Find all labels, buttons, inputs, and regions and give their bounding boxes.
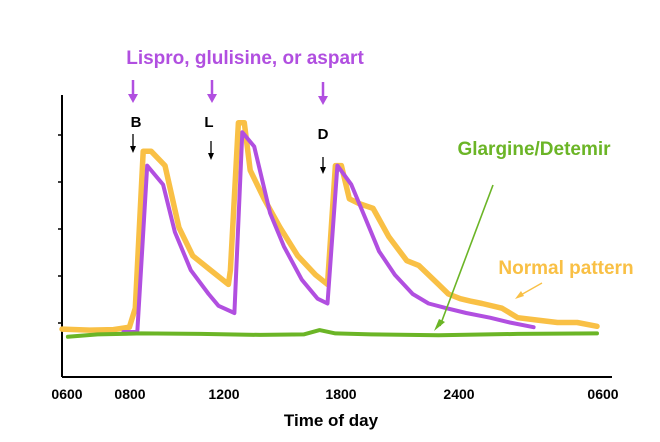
basal-label: Glargine/Detemir (457, 139, 611, 160)
x-tick-label: 2400 (443, 386, 474, 402)
normal-pattern-label: Normal pattern (498, 258, 633, 279)
series-layer (59, 120, 600, 339)
normal-pattern-pointer (515, 282, 543, 299)
x-tick-label: 1800 (325, 386, 356, 402)
lunch-insulin-arrowhead (207, 94, 217, 103)
x-tick-label: 1200 (208, 386, 239, 402)
x-tick-labels: 0600 0800 1200 1800 2400 0600 (51, 386, 618, 402)
meal-marker-breakfast: B (131, 114, 142, 131)
meal-marker-dinner: D (318, 126, 329, 143)
dinner-insulin-arrowhead (318, 96, 328, 105)
breakfast-insulin-arrowhead (128, 94, 138, 103)
breakfast-meal-arrowhead (130, 146, 136, 153)
meal-arrows (130, 134, 326, 174)
dinner-meal-arrowhead (320, 167, 326, 174)
basal-pointer (434, 184, 494, 331)
meal-marker-lunch: L (204, 114, 213, 131)
lunch-meal-arrowhead (208, 153, 214, 160)
x-tick-label: 0600 (587, 386, 618, 402)
insulin-arrows (128, 80, 328, 105)
y-ticks (58, 134, 62, 324)
x-tick-label: 0600 (51, 386, 82, 402)
series-line-lispro-glulisine-or-aspart (121, 130, 536, 334)
x-tick-label: 0800 (114, 386, 145, 402)
series-line-glargine-detemir (65, 328, 599, 339)
series-line-normal-pattern (59, 120, 600, 333)
insulin-label: Lispro, glulisine, or aspart (126, 48, 364, 69)
x-axis-title: Time of day (284, 411, 379, 430)
